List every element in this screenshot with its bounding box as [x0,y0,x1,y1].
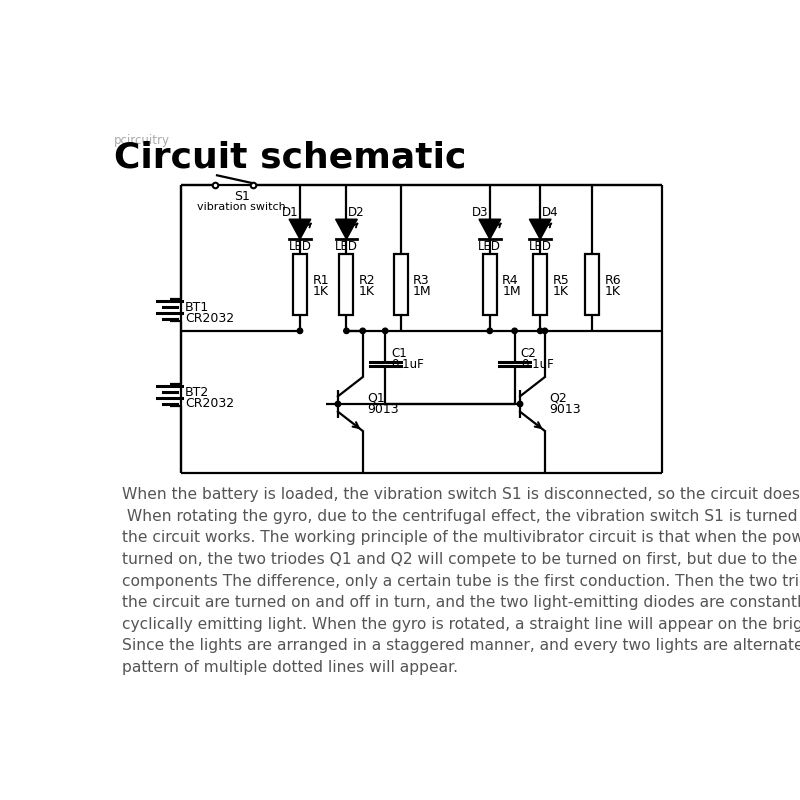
Text: 1K: 1K [553,285,569,298]
Text: LED: LED [289,241,311,254]
Circle shape [344,328,349,334]
Text: 9013: 9013 [550,403,581,416]
Text: C1: C1 [391,346,407,360]
Text: pcircuitry: pcircuitry [114,134,170,147]
Text: CR2032: CR2032 [186,397,234,410]
Text: R5: R5 [553,274,570,287]
Text: D2: D2 [348,206,365,218]
Text: Circuit schematic: Circuit schematic [114,141,466,174]
Circle shape [512,328,518,334]
Circle shape [542,328,547,334]
Text: 1K: 1K [359,285,375,298]
Text: S1: S1 [234,190,250,203]
Text: LED: LED [478,241,502,254]
Text: 0.1uF: 0.1uF [391,358,424,371]
Text: R4: R4 [502,274,519,287]
Text: 1K: 1K [605,285,621,298]
Text: components The difference, only a certain tube is the first conduction. Then the: components The difference, only a certai… [122,574,800,589]
Text: R3: R3 [413,274,430,287]
Text: LED: LED [335,241,358,254]
Text: 9013: 9013 [367,403,399,416]
Text: D4: D4 [542,206,558,218]
Text: 1K: 1K [312,285,328,298]
Polygon shape [479,219,501,239]
Text: LED: LED [529,241,552,254]
Bar [483,254,497,315]
Circle shape [335,402,341,406]
Text: cyclically emitting light. When the gyro is rotated, a straight line will appear: cyclically emitting light. When the gyro… [122,617,800,632]
Polygon shape [336,219,358,239]
Circle shape [360,328,366,334]
Text: the circuit are turned on and off in turn, and the two light-emitting diodes are: the circuit are turned on and off in tur… [122,595,800,610]
Circle shape [487,328,493,334]
Text: CR2032: CR2032 [186,312,234,325]
Circle shape [382,328,388,334]
Text: the circuit works. The working principle of the multivibrator circuit is that wh: the circuit works. The working principle… [122,530,800,546]
Circle shape [518,402,522,406]
Bar [339,254,354,315]
Circle shape [538,328,543,334]
Bar [534,254,547,315]
Text: vibration switch: vibration switch [198,202,286,212]
Text: When rotating the gyro, due to the centrifugal effect, the vibration switch S1 i: When rotating the gyro, due to the centr… [122,509,800,524]
Bar [585,254,599,315]
Bar [394,254,408,315]
Text: 1M: 1M [502,285,521,298]
Text: R1: R1 [312,274,329,287]
Text: Q1: Q1 [367,391,385,404]
Text: pattern of multiple dotted lines will appear.: pattern of multiple dotted lines will ap… [122,660,458,675]
Text: 1M: 1M [413,285,432,298]
Text: Q2: Q2 [550,391,567,404]
Text: R2: R2 [359,274,375,287]
Bar [293,254,307,315]
Polygon shape [289,219,310,239]
Text: Since the lights are arranged in a staggered manner, and every two lights are al: Since the lights are arranged in a stagg… [122,638,800,654]
Polygon shape [530,219,551,239]
Text: R6: R6 [605,274,621,287]
Text: BT1: BT1 [186,302,210,314]
Circle shape [298,328,302,334]
Text: D1: D1 [282,206,298,218]
Text: 0.1uF: 0.1uF [521,358,554,371]
Text: D3: D3 [472,206,488,218]
Text: BT2: BT2 [186,386,210,399]
Text: When the battery is loaded, the vibration switch S1 is disconnected, so the circ: When the battery is loaded, the vibratio… [122,487,800,502]
Text: turned on, the two triodes Q1 and Q2 will compete to be turned on first, but due: turned on, the two triodes Q1 and Q2 wil… [122,552,797,567]
Text: C2: C2 [521,346,537,360]
